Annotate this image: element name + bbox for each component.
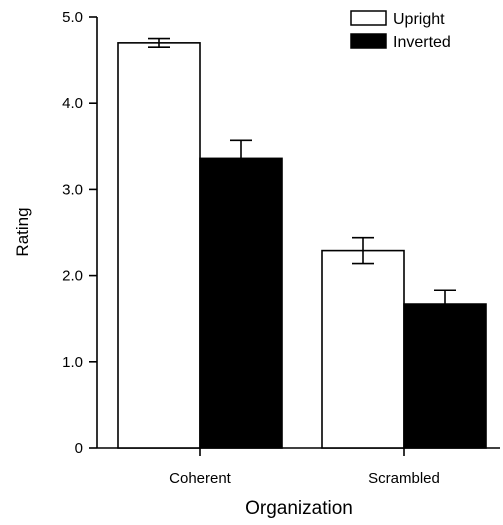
- bar-inverted: [199, 157, 283, 449]
- bar-upright: [117, 42, 201, 449]
- y-tick-label: 3.0: [62, 181, 83, 198]
- legend-swatch-upright: [350, 10, 387, 26]
- bar-upright: [321, 249, 405, 449]
- legend: Upright Inverted: [350, 10, 451, 51]
- x-tick-label: Coherent: [169, 470, 232, 487]
- y-tick-label: 0: [75, 440, 83, 457]
- bars: [117, 42, 487, 449]
- y-tick-label: 4.0: [62, 95, 83, 112]
- y-tick-label: 1.0: [62, 354, 83, 371]
- y-axis-label: Rating: [13, 207, 32, 256]
- x-tick-label: Scrambled: [368, 470, 440, 487]
- y-tick-label: 5.0: [62, 9, 83, 26]
- y-tick-label: 2.0: [62, 268, 83, 285]
- legend-label-inverted: Inverted: [393, 34, 451, 51]
- legend-swatch-inverted: [350, 33, 387, 49]
- legend-label-upright: Upright: [393, 11, 445, 28]
- bar-inverted: [403, 303, 487, 449]
- error-bars: [148, 37, 456, 318]
- tick-labels: 0 1.0 2.0 3.0 4.0 5.0 Coherent Scrambled: [62, 9, 440, 487]
- x-axis-label: Organization: [245, 498, 353, 519]
